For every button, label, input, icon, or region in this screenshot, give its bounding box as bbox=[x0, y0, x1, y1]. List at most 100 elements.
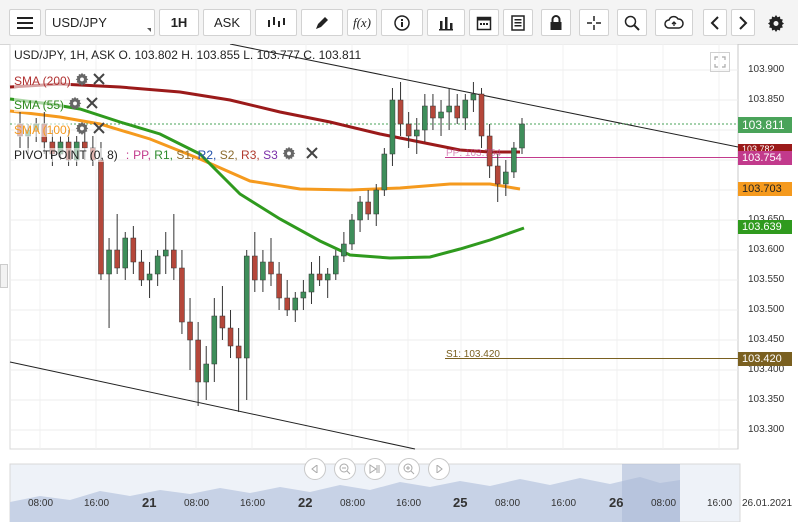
sma55-settings[interactable] bbox=[68, 96, 82, 113]
chart-area[interactable]: 103.900103.850103.800103.750103.700103.6… bbox=[0, 44, 798, 522]
candle[interactable] bbox=[357, 201, 363, 221]
nav-forward-button[interactable] bbox=[428, 458, 450, 480]
info-button[interactable] bbox=[381, 9, 423, 36]
candle[interactable] bbox=[519, 123, 525, 149]
candle[interactable] bbox=[349, 219, 355, 245]
price-chart[interactable] bbox=[0, 44, 798, 522]
zoom-in-button[interactable] bbox=[398, 458, 420, 480]
scroll-right-button[interactable] bbox=[731, 9, 755, 36]
maximize-button[interactable] bbox=[710, 52, 730, 72]
candle[interactable] bbox=[341, 243, 347, 257]
candle[interactable] bbox=[235, 345, 242, 359]
left-panel-handle[interactable] bbox=[0, 264, 8, 288]
sma55-remove[interactable] bbox=[86, 97, 98, 112]
candle[interactable] bbox=[478, 93, 485, 137]
pivot-remove[interactable] bbox=[306, 147, 318, 162]
menu-button[interactable] bbox=[9, 9, 41, 36]
pencil-icon bbox=[316, 16, 328, 29]
candle[interactable] bbox=[462, 99, 469, 119]
candle[interactable] bbox=[470, 93, 477, 101]
scroll-left-button[interactable] bbox=[703, 9, 727, 36]
share-button[interactable] bbox=[655, 9, 693, 36]
candle[interactable] bbox=[454, 105, 460, 119]
calendar-icon bbox=[476, 16, 492, 30]
candle[interactable] bbox=[430, 105, 436, 119]
cloud-upload-icon bbox=[664, 15, 684, 29]
candle[interactable] bbox=[422, 105, 428, 131]
candles bbox=[17, 82, 525, 412]
candle[interactable] bbox=[276, 273, 282, 299]
candle[interactable] bbox=[227, 327, 234, 347]
candle[interactable] bbox=[179, 267, 185, 323]
sma200-line bbox=[9, 82, 520, 154]
chart-type-button[interactable] bbox=[255, 9, 297, 36]
candle[interactable] bbox=[268, 261, 274, 275]
candle[interactable] bbox=[162, 249, 169, 257]
pivot-settings[interactable] bbox=[282, 146, 296, 163]
sma200-settings[interactable] bbox=[75, 72, 89, 89]
candle[interactable] bbox=[122, 237, 129, 269]
candle[interactable] bbox=[114, 249, 120, 269]
candle[interactable] bbox=[381, 153, 388, 191]
candle[interactable] bbox=[211, 315, 218, 365]
candle[interactable] bbox=[98, 159, 104, 275]
candle[interactable] bbox=[284, 297, 290, 311]
gear-icon bbox=[68, 96, 82, 110]
indicators-button[interactable]: f(x) bbox=[347, 9, 377, 36]
candle[interactable] bbox=[138, 261, 145, 281]
candle[interactable] bbox=[243, 255, 250, 359]
zoom-button[interactable] bbox=[617, 9, 647, 36]
sma100-remove[interactable] bbox=[92, 122, 105, 137]
candle[interactable] bbox=[106, 249, 112, 275]
nav-back-button[interactable] bbox=[304, 458, 326, 480]
candle[interactable] bbox=[219, 315, 226, 329]
symbol-select[interactable]: USD/JPY bbox=[45, 9, 155, 36]
candle[interactable] bbox=[195, 339, 201, 383]
plot-frame bbox=[9, 44, 739, 450]
candle[interactable] bbox=[260, 261, 266, 281]
candle[interactable] bbox=[187, 321, 193, 341]
expand-icon bbox=[714, 56, 726, 68]
candle[interactable] bbox=[397, 99, 404, 125]
candle[interactable] bbox=[154, 255, 161, 275]
sma100-label: SMA (100) bbox=[14, 122, 71, 137]
settings-button[interactable] bbox=[762, 9, 790, 36]
candle[interactable] bbox=[511, 147, 517, 173]
candle[interactable] bbox=[146, 273, 153, 281]
candle[interactable] bbox=[503, 171, 509, 185]
calendar-button[interactable] bbox=[469, 9, 499, 36]
volume-button[interactable] bbox=[427, 9, 465, 36]
candle[interactable] bbox=[446, 105, 452, 113]
template-button[interactable] bbox=[503, 9, 533, 36]
sma200-remove[interactable] bbox=[92, 73, 105, 88]
candle[interactable] bbox=[405, 123, 412, 137]
candle[interactable] bbox=[365, 201, 371, 215]
candle[interactable] bbox=[171, 249, 177, 269]
chevron-left-icon bbox=[710, 15, 719, 30]
candle[interactable] bbox=[130, 237, 137, 263]
candle[interactable] bbox=[413, 129, 420, 137]
zoom-out-button[interactable] bbox=[334, 458, 356, 480]
crosshair-button[interactable] bbox=[579, 9, 609, 36]
lock-button[interactable] bbox=[541, 9, 571, 36]
draw-tools-button[interactable] bbox=[301, 9, 343, 36]
reset-view-button[interactable] bbox=[364, 458, 386, 480]
candle[interactable] bbox=[486, 135, 493, 167]
candle[interactable] bbox=[300, 291, 307, 299]
price-type-select[interactable]: ASK bbox=[203, 9, 251, 36]
candle[interactable] bbox=[438, 111, 444, 119]
candle[interactable] bbox=[494, 165, 501, 185]
candle[interactable] bbox=[316, 273, 323, 281]
navigator-window[interactable] bbox=[622, 464, 680, 522]
candle[interactable] bbox=[292, 297, 299, 311]
triangle-right-icon bbox=[436, 465, 443, 473]
candle[interactable] bbox=[324, 273, 331, 281]
timeframe-select[interactable]: 1H bbox=[159, 9, 199, 36]
candle[interactable] bbox=[389, 99, 396, 155]
sma100-settings[interactable] bbox=[75, 121, 89, 138]
candle[interactable] bbox=[373, 189, 380, 215]
candle[interactable] bbox=[203, 363, 209, 383]
candle[interactable] bbox=[252, 255, 258, 281]
candle[interactable] bbox=[333, 255, 339, 275]
candle[interactable] bbox=[308, 273, 315, 293]
